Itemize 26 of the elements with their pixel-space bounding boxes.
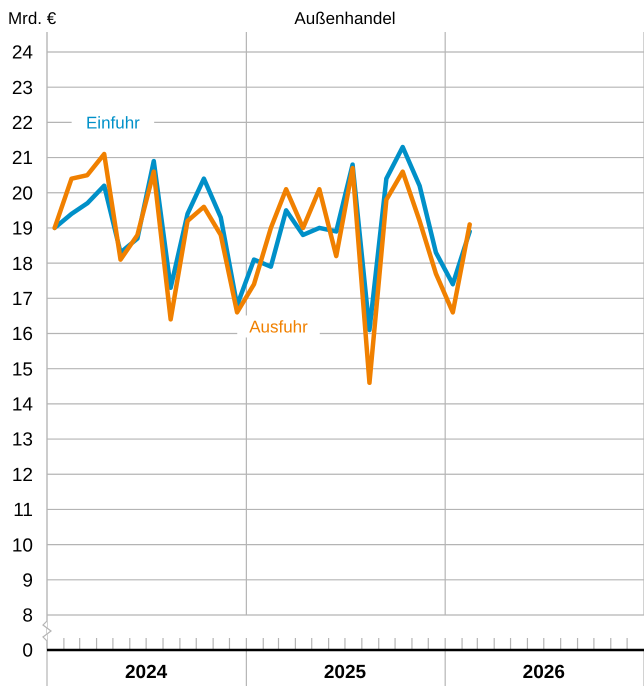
y-tick-label: 22: [12, 113, 33, 134]
y-tick-label: 21: [12, 148, 33, 170]
y-tick-label: 19: [12, 218, 33, 240]
y-tick-label: 15: [12, 359, 33, 380]
chart-title: Außenhandel: [294, 9, 396, 28]
y-tick-label: 17: [12, 288, 33, 310]
x-tick-label: 2026: [522, 662, 565, 683]
y-tick-label: 14: [12, 394, 34, 416]
y-tick-label: 13: [12, 430, 33, 451]
y-tick-label: 18: [12, 254, 33, 275]
y-tick-label: 8: [22, 606, 33, 627]
y-tick-label: 20: [12, 183, 33, 204]
y-tick-label: 11: [13, 500, 33, 522]
x-tick-label: 2024: [124, 662, 168, 683]
line-series: [52, 152, 472, 386]
y-tick-label: 10: [12, 535, 33, 556]
x-tick-label: 2025: [324, 662, 367, 683]
series-label: Ausfuhr: [249, 317, 308, 336]
y-tick-label: 12: [12, 464, 33, 486]
series-label: Einfuhr: [86, 113, 140, 132]
y-tick-label: 24: [12, 42, 34, 64]
y-axis-title: Mrd. €: [8, 9, 57, 28]
y-tick-label: 9: [22, 570, 33, 592]
y-tick-label: 16: [12, 324, 33, 346]
y-tick-label: 23: [12, 78, 33, 99]
text: 0: [22, 640, 33, 662]
